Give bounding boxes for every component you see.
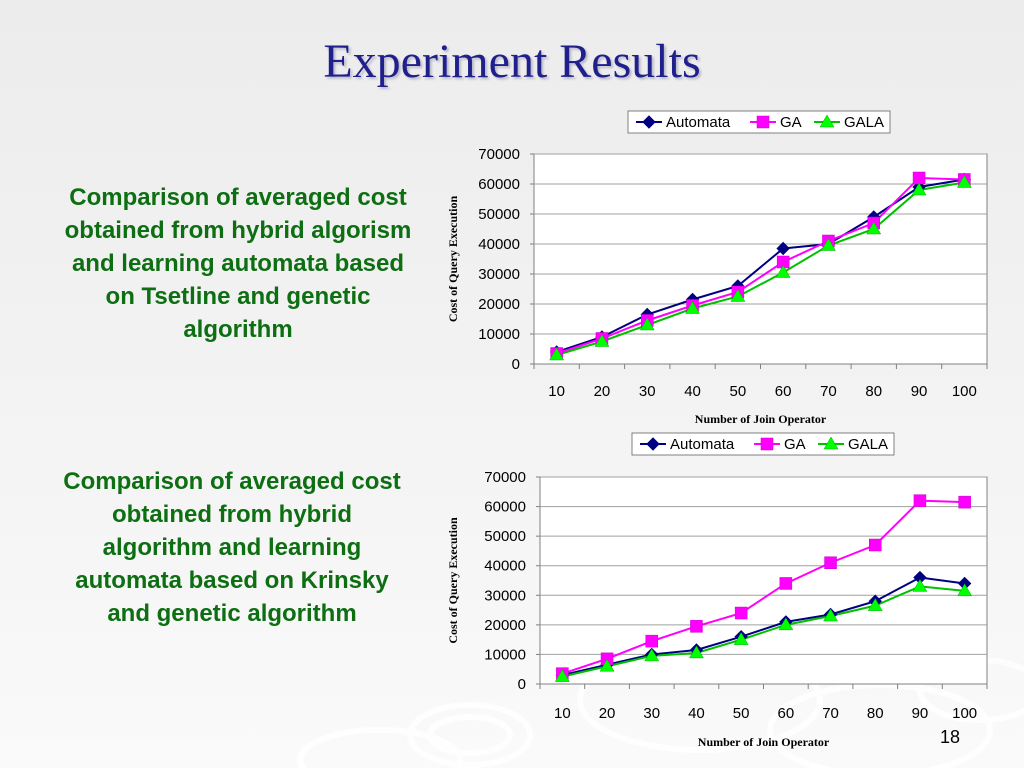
slide-number: 18	[939, 727, 961, 747]
data-point-gala	[866, 221, 882, 235]
x-tick-label: 90	[911, 383, 928, 400]
data-point-gala	[821, 238, 836, 251]
series-line-automata	[556, 178, 965, 353]
legend: Automata GA GALA	[631, 432, 895, 456]
x-tick-label: 20	[599, 705, 616, 722]
x-tick-label: 40	[684, 383, 701, 400]
legend: Automata GA GALA	[627, 110, 891, 134]
legend-label-gala: GALA	[844, 114, 884, 131]
y-tick-label: 70000	[478, 146, 520, 163]
legend-marker-automata	[642, 115, 656, 129]
legend-label-ga: GA	[780, 114, 802, 131]
x-tick-label: 70	[822, 705, 839, 722]
x-tick-label: 10	[554, 705, 571, 722]
data-point-gala	[823, 608, 838, 622]
y-axis-label: Cost of Query Execution	[446, 196, 460, 323]
legend-label-automata: Automata	[666, 114, 731, 131]
data-point-gala	[689, 645, 704, 659]
series-line-gala	[562, 585, 965, 678]
data-point-gala	[554, 669, 570, 682]
x-tick-label: 50	[730, 383, 747, 400]
data-point-gala	[778, 617, 794, 631]
data-point-gala	[549, 347, 565, 361]
series-line-automata	[562, 576, 965, 677]
y-tick-label: 20000	[484, 617, 526, 634]
y-tick-label: 0	[518, 676, 526, 693]
x-tick-label: 10	[548, 383, 565, 400]
chart-1: 0 10000 20000 30000 40000 50000 60000 70000 10 20…	[446, 110, 988, 426]
data-point-gala	[594, 334, 610, 347]
data-point-ga	[869, 538, 882, 552]
data-point-gala	[867, 598, 883, 611]
y-tick-label: 40000	[478, 236, 520, 253]
x-axis-label: Number of Join Operator	[695, 412, 827, 426]
x-tick-label: 50	[733, 705, 750, 722]
y-tick-label: 30000	[484, 587, 526, 604]
series-line-ga	[556, 176, 965, 355]
data-point-automata	[776, 241, 790, 256]
y-tick-label: 10000	[484, 646, 526, 663]
data-point-ga	[734, 606, 748, 620]
y-tick-label: 10000	[478, 326, 520, 343]
legend-marker-gala	[823, 436, 839, 450]
data-point-gala	[956, 175, 972, 188]
y-tick-label: 40000	[484, 558, 526, 575]
data-point-gala	[775, 265, 791, 278]
data-point-ga	[645, 634, 658, 648]
caption-top-chart: Comparison of averaged cost obtained fro…	[64, 184, 412, 343]
y-tick-label: 60000	[484, 499, 526, 516]
x-axis-label: Number of Join Operator	[698, 735, 830, 749]
data-point-gala	[639, 317, 655, 331]
y-axis-label: Cost of Query Execution	[446, 517, 460, 644]
caption-bottom-chart: Comparison of averaged cost obtained fro…	[63, 468, 401, 627]
chart-2: 0 10000 20000 30000 40000 50000 60000 70000 10 20…	[446, 432, 988, 749]
x-tick-label: 20	[594, 383, 611, 400]
x-tick-label: 80	[867, 705, 884, 722]
data-point-gala	[730, 289, 746, 302]
data-point-gala	[685, 301, 700, 314]
series-line-gala	[556, 181, 965, 356]
x-tick-label: 30	[643, 705, 660, 722]
plot-area	[533, 153, 988, 365]
x-tick-label: 90	[912, 705, 929, 722]
series-line-ga	[562, 499, 965, 675]
slide-title: Experiment Results	[323, 35, 701, 88]
x-tick-label: 70	[820, 383, 837, 400]
data-point-ga	[913, 494, 927, 507]
legend-label-ga: GA	[784, 436, 806, 453]
x-tick-label: 80	[865, 383, 882, 400]
y-tick-label: 30000	[478, 266, 520, 283]
data-point-gala	[957, 583, 973, 597]
x-tick-label: 60	[775, 383, 792, 400]
legend-label-gala: GALA	[848, 436, 888, 453]
y-tick-label: 50000	[484, 528, 526, 545]
legend-marker-automata	[646, 437, 660, 451]
legend-label-automata: Automata	[670, 436, 735, 453]
x-tick-label: 100	[952, 383, 977, 400]
x-tick-label: 60	[778, 705, 795, 722]
legend-marker-gala	[819, 114, 835, 128]
x-tick-label: 40	[688, 705, 705, 722]
y-tick-label: 0	[512, 356, 520, 373]
x-tick-label: 30	[639, 383, 656, 400]
data-point-gala	[733, 632, 749, 645]
data-point-ga	[779, 577, 793, 590]
data-point-ga	[958, 495, 971, 509]
data-point-gala	[599, 658, 615, 672]
data-point-ga	[912, 171, 926, 185]
y-tick-label: 70000	[484, 469, 526, 486]
y-tick-label: 60000	[478, 176, 520, 193]
data-point-ga	[824, 556, 837, 570]
data-point-gala	[912, 578, 928, 592]
legend-marker-ga	[760, 437, 774, 451]
legend-marker-ga	[756, 115, 770, 129]
y-tick-label: 20000	[478, 296, 520, 313]
data-point-ga	[690, 620, 703, 633]
x-tick-label: 100	[952, 705, 977, 722]
data-point-gala	[911, 182, 927, 196]
y-tick-label: 50000	[478, 206, 520, 223]
data-point-gala	[644, 648, 660, 662]
